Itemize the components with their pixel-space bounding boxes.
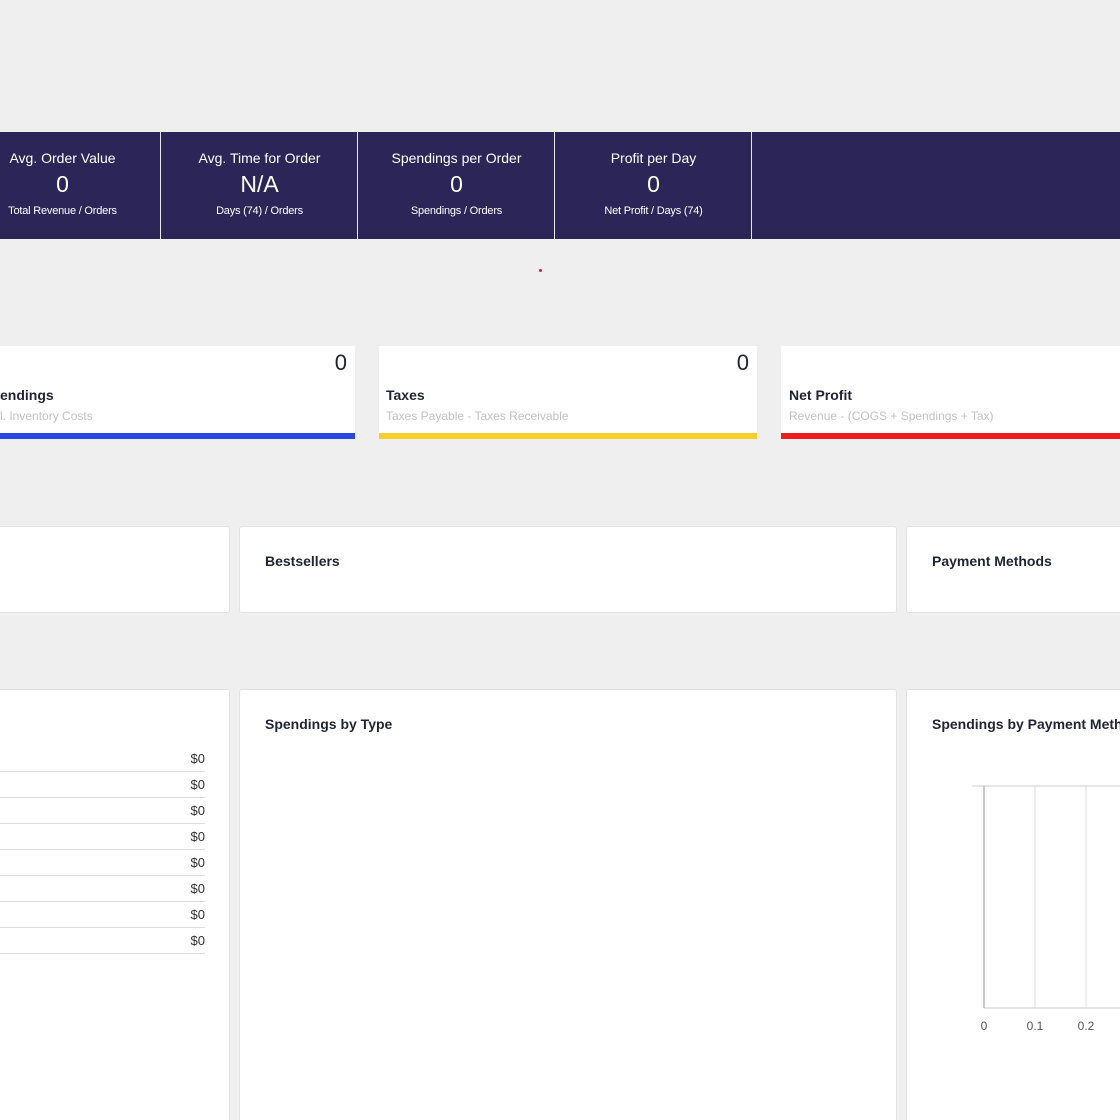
metric-color-bar (379, 433, 757, 439)
metric-value: 0 (736, 350, 749, 375)
amount-value: $0 (190, 829, 205, 844)
kpi-title: Avg. Time for Order (198, 150, 321, 166)
list-item: $0 (0, 798, 205, 824)
amount-value: $0 (190, 751, 205, 766)
kpi-formula: Total Revenue / Orders (8, 205, 117, 217)
metric-formula: Taxes Payable - Taxes Receivable (386, 409, 569, 423)
list-item: $0 (0, 850, 205, 876)
kpi-title: Avg. Order Value (9, 150, 116, 166)
metric-title: Taxes (386, 387, 425, 403)
panel-title: Payment Methods (932, 553, 1052, 569)
panel-title: Spendings by Type (265, 716, 393, 732)
panel-title: Bestsellers (265, 553, 340, 569)
amount-value: $0 (190, 803, 205, 818)
kpi-value: N/A (240, 171, 279, 197)
metric-value: 0 (334, 350, 347, 375)
amount-value: $0 (190, 933, 205, 948)
amount-value: $0 (190, 855, 205, 870)
list-item: $0 (0, 772, 205, 798)
amount-list: $0 $0 $0 $0 $0 $0 $0 $0 (0, 746, 205, 954)
list-item: $0 (0, 876, 205, 902)
spendings-by-payment-chart: 0 0.1 0.2 (972, 785, 1120, 1033)
list-item: $0 (0, 746, 205, 772)
panel-payment-methods: Payment Methods (906, 526, 1120, 613)
kpi-avg-order-value: Avg. Order Value 0 Total Revenue / Order… (0, 132, 161, 239)
metric-title: endings (0, 387, 54, 403)
kpi-title: Spendings per Order (391, 150, 522, 166)
kpi-avg-time-for-order: Avg. Time for Order N/A Days (74) / Orde… (162, 132, 358, 239)
kpi-title: Profit per Day (610, 150, 697, 166)
chart-tick-label: 0.2 (1078, 1019, 1095, 1033)
amount-value: $0 (190, 907, 205, 922)
amount-value: $0 (190, 777, 205, 792)
panel-spendings-summary (0, 689, 230, 1120)
chart-tick-label: 0.1 (1027, 1019, 1044, 1033)
metric-formula: Revenue - (COGS + Spendings + Tax) (789, 409, 994, 423)
list-item: $0 (0, 824, 205, 850)
panel-left-top (0, 526, 230, 613)
panel-title: Spendings by Payment Meth (932, 716, 1120, 732)
kpi-value: 0 (450, 171, 463, 197)
kpi-value: 0 (647, 171, 660, 197)
amount-value: $0 (190, 881, 205, 896)
list-item: $0 (0, 902, 205, 928)
list-item: $0 (0, 928, 205, 954)
metric-card-net-profit: Net Profit Revenue - (COGS + Spendings +… (781, 346, 1120, 439)
kpi-value: 0 (56, 171, 69, 197)
kpi-profit-per-day: Profit per Day 0 Net Profit / Days (74) (556, 132, 752, 239)
metric-formula: l. Inventory Costs (0, 409, 93, 423)
metric-color-bar (781, 433, 1120, 439)
kpi-formula: Net Profit / Days (74) (604, 205, 703, 217)
metric-color-bar (0, 433, 355, 439)
panel-bestsellers: Bestsellers (239, 526, 897, 613)
panel-spendings-by-type: Spendings by Type (239, 689, 897, 1120)
kpi-formula: Spendings / Orders (410, 205, 503, 217)
loading-indicator-dot (539, 269, 542, 272)
metric-card-spendings: 0 endings l. Inventory Costs (0, 346, 355, 439)
chart-tick-label: 0 (981, 1019, 988, 1033)
kpi-formula: Days (74) / Orders (216, 205, 303, 217)
kpi-strip: Avg. Order Value 0 Total Revenue / Order… (0, 132, 1120, 239)
metric-card-taxes: 0 Taxes Taxes Payable - Taxes Receivable (379, 346, 757, 439)
metric-title: Net Profit (789, 387, 852, 403)
panel-spendings-by-payment-method: Spendings by Payment Meth 0 0.1 0.2 (906, 689, 1120, 1120)
kpi-spendings-per-order: Spendings per Order 0 Spendings / Orders (359, 132, 555, 239)
